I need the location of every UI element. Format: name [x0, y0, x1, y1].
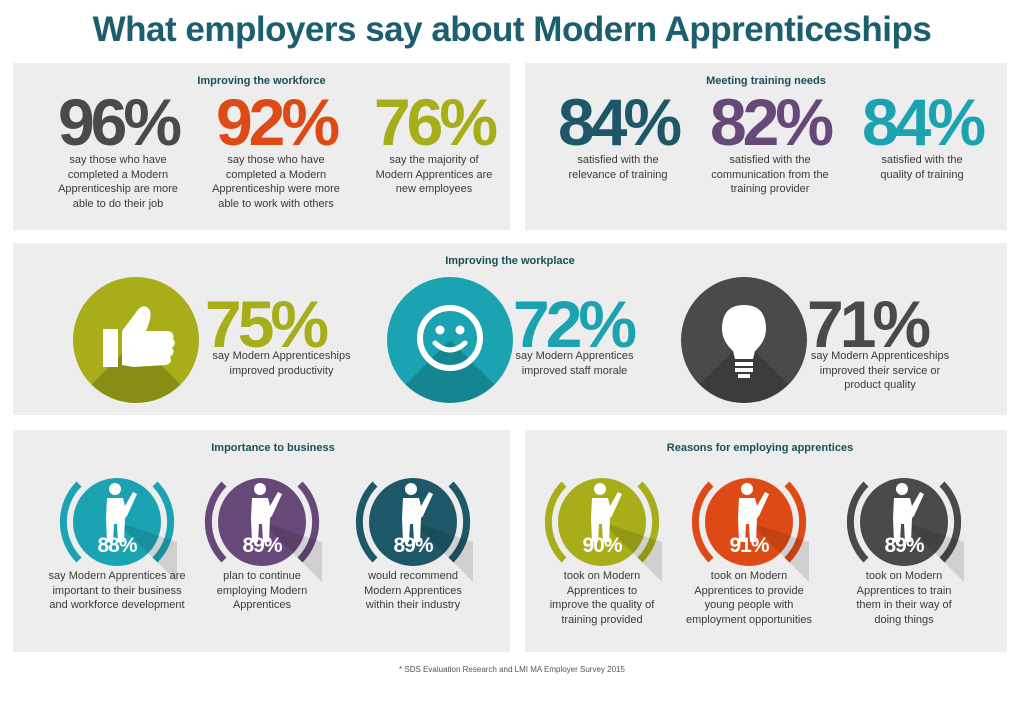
- training-heading: Meeting training needs: [706, 75, 826, 87]
- stat-value: 88%: [97, 534, 137, 557]
- workforce-panel: Improving the workforce 96% say those wh…: [13, 63, 510, 230]
- stat-description: took on Modern Apprentices to provide yo…: [686, 570, 812, 626]
- stat-description: say the majority of Modern Apprentices a…: [375, 154, 493, 195]
- stat-value: 91%: [729, 534, 769, 557]
- stat-description: say Modern Apprenticeships improved thei…: [810, 350, 950, 391]
- stat-value: 92%: [215, 85, 340, 159]
- stat-description: satisfied with the relevance of training: [568, 154, 668, 181]
- stat-value: 75%: [205, 287, 329, 361]
- stat-description: plan to continue employing Modern Appren…: [216, 570, 308, 611]
- person-icon: [846, 478, 964, 582]
- stat-description: took on Modern Apprentices to improve th…: [549, 570, 655, 626]
- person-ring: 89%: [202, 462, 322, 582]
- training-stat: 84% satisfied with the relevance of trai…: [543, 85, 693, 182]
- stat-description: took on Modern Apprentices to train them…: [856, 570, 952, 626]
- workforce-stat: 92% say those who have completed a Moder…: [201, 85, 351, 211]
- person-icon: [355, 478, 473, 582]
- stat-description: satisfied with the quality of training: [880, 154, 964, 181]
- smiley-icon: [417, 305, 483, 371]
- thumbs-up-icon: [103, 306, 175, 367]
- person-ring: 91%: [689, 462, 809, 582]
- workplace-panel: Improving the workplace 75% say Modern A…: [13, 243, 1007, 415]
- stat-value: 72%: [513, 287, 637, 361]
- stat-value: 89%: [884, 534, 924, 557]
- stat-value: 76%: [373, 85, 498, 159]
- person-icon: [204, 478, 322, 582]
- stat-value: 84%: [861, 85, 986, 159]
- stat-description: would recommend Modern Apprentices withi…: [364, 570, 462, 611]
- person-ring: 89%: [353, 462, 473, 582]
- person-icon: [59, 478, 177, 582]
- person-ring: 89%: [844, 462, 964, 582]
- stat-value: 71%: [807, 287, 931, 361]
- stat-value: 84%: [557, 85, 682, 159]
- person-icon: [544, 478, 662, 582]
- workforce-stat: 76% say the majority of Modern Apprentic…: [359, 85, 509, 197]
- training-stat: 84% satisfied with the quality of traini…: [847, 85, 997, 182]
- workforce-heading: Improving the workforce: [197, 75, 326, 87]
- stat-value: 89%: [393, 534, 433, 557]
- workplace-heading: Improving the workplace: [445, 255, 575, 267]
- lightbulb-icon: [722, 305, 766, 378]
- stat-description: say Modern Apprenticeships improved prod…: [212, 350, 351, 377]
- stat-description: say Modern Apprentices improved staff mo…: [515, 350, 634, 377]
- workforce-stat: 96% say those who have completed a Moder…: [43, 85, 193, 211]
- stat-description: satisfied with the communication from th…: [711, 154, 829, 195]
- person-ring: 88%: [57, 462, 177, 582]
- lightbulb-circle: [681, 277, 807, 403]
- training-panel: Meeting training needs 84% satisfied wit…: [525, 63, 1007, 230]
- stat-value: 90%: [582, 534, 622, 557]
- stat-description: say those who have completed a Modern Ap…: [212, 154, 340, 210]
- page-title: What employers say about Modern Apprenti…: [92, 10, 932, 49]
- person-ring: 90%: [542, 462, 662, 582]
- footnote: * SDS Evaluation Research and LMI MA Emp…: [399, 665, 625, 674]
- reasons-heading: Reasons for employing apprentices: [666, 442, 854, 454]
- stat-description: say Modern Apprentices are important to …: [48, 570, 186, 611]
- stat-value: 82%: [709, 85, 834, 159]
- importance-heading: Importance to business: [211, 442, 335, 454]
- smiley-circle: [387, 277, 513, 403]
- stat-value: 89%: [242, 534, 282, 557]
- thumbs-up-circle: [73, 277, 199, 403]
- stat-description: say those who have completed a Modern Ap…: [58, 154, 178, 210]
- training-stat: 82% satisfied with the communication fro…: [695, 85, 845, 197]
- person-icon: [691, 478, 809, 582]
- stat-value: 96%: [57, 85, 182, 159]
